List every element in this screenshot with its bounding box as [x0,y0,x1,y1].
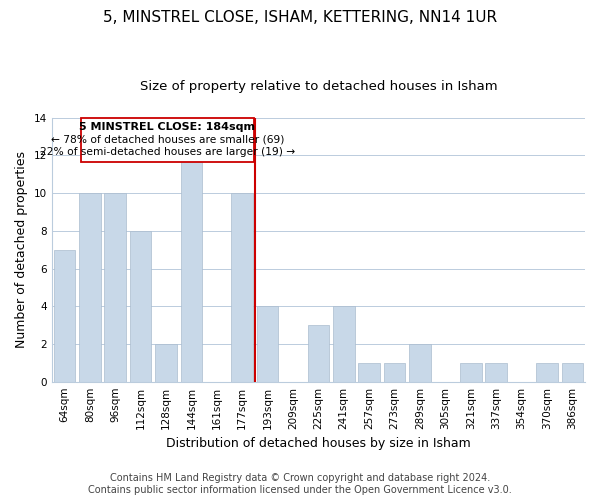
X-axis label: Distribution of detached houses by size in Isham: Distribution of detached houses by size … [166,437,471,450]
Y-axis label: Number of detached properties: Number of detached properties [15,151,28,348]
Bar [358,363,380,382]
Bar [257,306,278,382]
Bar [79,193,101,382]
Bar [232,193,253,382]
Bar [155,344,177,382]
Text: 5 MINSTREL CLOSE: 184sqm: 5 MINSTREL CLOSE: 184sqm [79,122,255,132]
Bar [409,344,431,382]
Text: 5, MINSTREL CLOSE, ISHAM, KETTERING, NN14 1UR: 5, MINSTREL CLOSE, ISHAM, KETTERING, NN1… [103,10,497,25]
FancyBboxPatch shape [81,118,254,162]
Bar [53,250,75,382]
Text: Contains HM Land Registry data © Crown copyright and database right 2024.
Contai: Contains HM Land Registry data © Crown c… [88,474,512,495]
Bar [333,306,355,382]
Bar [536,363,557,382]
Text: 22% of semi-detached houses are larger (19) →: 22% of semi-detached houses are larger (… [40,146,295,156]
Title: Size of property relative to detached houses in Isham: Size of property relative to detached ho… [140,80,497,93]
Bar [130,231,151,382]
Bar [460,363,482,382]
Bar [384,363,406,382]
Bar [308,325,329,382]
Bar [104,193,126,382]
Bar [562,363,583,382]
Text: ← 78% of detached houses are smaller (69): ← 78% of detached houses are smaller (69… [50,134,284,144]
Bar [485,363,507,382]
Bar [181,156,202,382]
